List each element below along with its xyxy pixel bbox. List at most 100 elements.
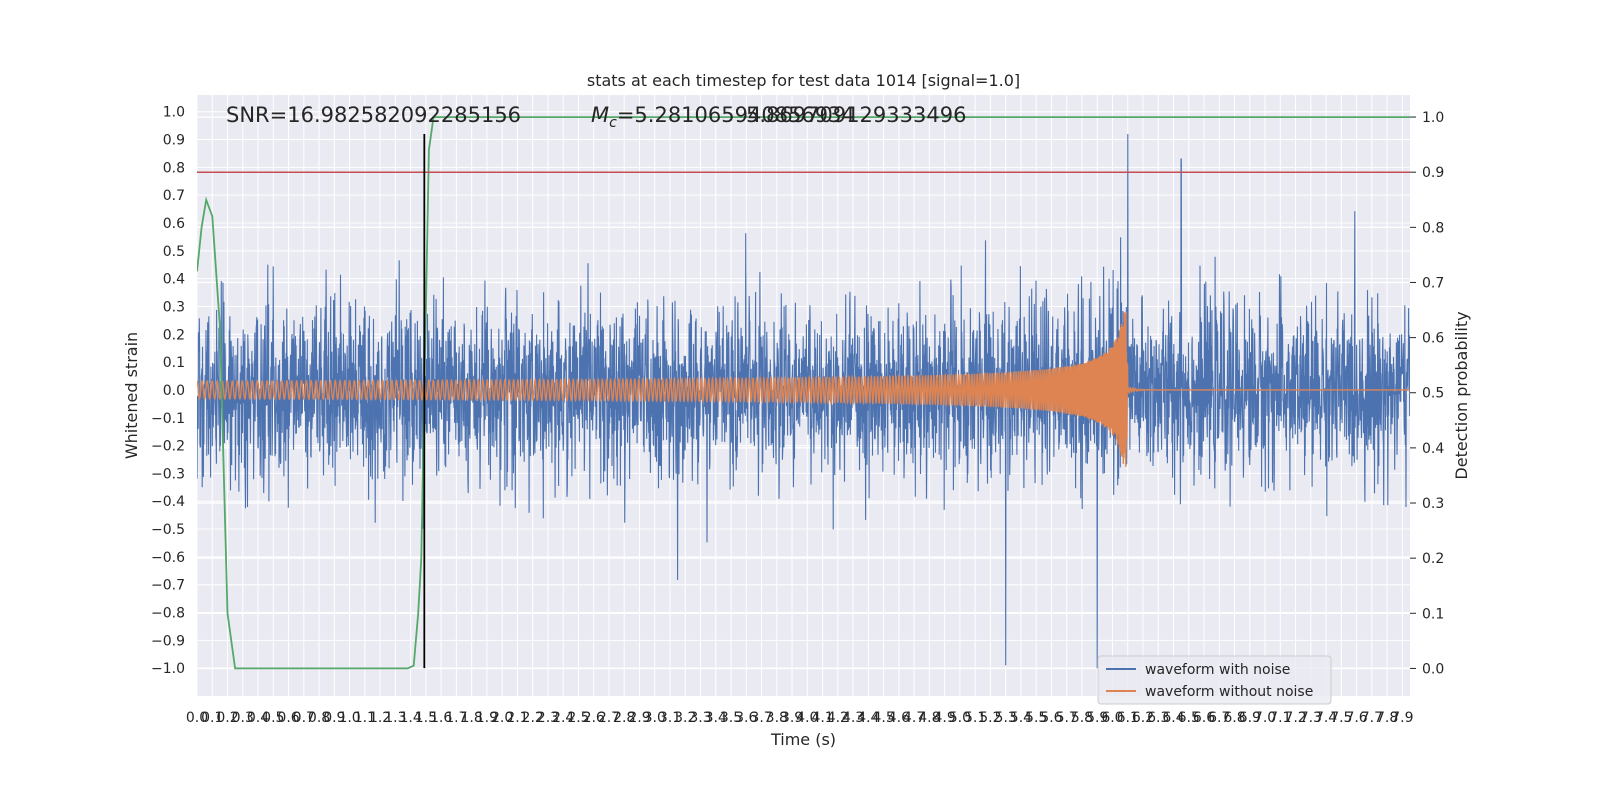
x-tick-label: 1.2 [369, 710, 391, 726]
x-tick-label: 6.7 [1208, 710, 1230, 726]
x-tick-label: 7.8 [1376, 710, 1398, 726]
x-tick-label: 2.1 [506, 710, 528, 726]
chirp-mass-subscript: c [609, 115, 617, 131]
x-tick-label: 1.1 [354, 710, 376, 726]
x-tick-label: 7.5 [1330, 710, 1352, 726]
x-tick-label: 2.2 [522, 710, 544, 726]
legend-box [1097, 655, 1332, 705]
x-tick-label: 4.2 [827, 710, 849, 726]
x-tick-label: 1.8 [461, 710, 483, 726]
y2-tick-label: 0.4 [1422, 441, 1444, 457]
x-tick-label: 3.1 [659, 710, 681, 726]
y-tick-label: −0.7 [151, 578, 185, 594]
y2-tick-label: 0.9 [1422, 165, 1444, 181]
x-tick-label: 7.7 [1361, 710, 1383, 726]
legend-entry-noise: waveform with noise [1145, 662, 1290, 678]
x-tick-label: 6.6 [1193, 710, 1215, 726]
y2-axis-label: Detection probability [1452, 311, 1471, 479]
x-tick-label: 4.4 [857, 710, 879, 726]
x-tick-label: 0.1 [201, 710, 223, 726]
x-tick-label: 3.6 [735, 710, 757, 726]
x-tick-label: 7.1 [1269, 710, 1291, 726]
x-tick-label: 5.8 [1071, 710, 1093, 726]
x-tick-label: 1.0 [338, 710, 360, 726]
x-tick-label: 6.1 [1117, 710, 1139, 726]
x-tick-label: 3.3 [689, 710, 711, 726]
x-tick-label: 2.7 [598, 710, 620, 726]
chirp-mass-symbol: M [591, 103, 609, 127]
x-tick-label: 2.5 [567, 710, 589, 726]
x-tick-label: 5.2 [979, 710, 1001, 726]
y2-tick-label: 0.1 [1422, 606, 1444, 622]
y2-tick-label: 0.8 [1422, 220, 1444, 236]
x-tick-label: 3.8 [766, 710, 788, 726]
x-tick-label: 4.5 [872, 710, 894, 726]
x-tick-label: 2.4 [552, 710, 574, 726]
x-axis-label: Time (s) [770, 730, 836, 749]
y-tick-label: 0.3 [163, 299, 185, 315]
x-tick-label: 5.0 [949, 710, 971, 726]
x-tick-label: 0.5 [262, 710, 284, 726]
y-tick-label: 0.5 [163, 244, 185, 260]
chirp-mass-annotation: Mc=5.281065940856934 [591, 103, 855, 131]
x-tick-label: 6.8 [1223, 710, 1245, 726]
x-tick-label: 7.4 [1315, 710, 1337, 726]
x-tick-label: 6.4 [1162, 710, 1184, 726]
x-tick-label: 2.0 [491, 710, 513, 726]
x-tick-label: 4.9 [934, 710, 956, 726]
x-tick-label: 3.9 [781, 710, 803, 726]
y-tick-label: 0.0 [163, 383, 185, 399]
x-tick-label: 2.8 [613, 710, 635, 726]
x-tick-label: 0.8 [308, 710, 330, 726]
y-tick-label: 0.9 [163, 133, 185, 149]
x-tick-label: 7.6 [1345, 710, 1367, 726]
x-tick-label: 0.4 [247, 710, 269, 726]
x-tick-label: 0.7 [293, 710, 315, 726]
y-tick-label: 1.0 [163, 105, 185, 121]
y2-tick-label: 0.2 [1422, 551, 1444, 567]
x-tick-label: 3.7 [750, 710, 772, 726]
x-tick-label: 1.3 [384, 710, 406, 726]
y2-axis-ticks: 0.0 0.1 0.2 0.3 0.4 0.5 0.6 0.7 0.8 0.9 1.0 [1410, 110, 1444, 677]
x-tick-label: 1.9 [476, 710, 498, 726]
x-tick-label: 3.4 [705, 710, 727, 726]
x-tick-label: 1.6 [430, 710, 452, 726]
y-tick-label: 0.8 [163, 160, 185, 176]
x-tick-label: 5.5 [1025, 710, 1047, 726]
x-tick-label: 6.0 [1101, 710, 1123, 726]
y-tick-label: 0.4 [163, 272, 185, 288]
series-waveform-without-noise [197, 312, 1410, 467]
x-tick-label: 7.2 [1284, 710, 1306, 726]
x-tick-label: 7.0 [1254, 710, 1276, 726]
y-tick-label: −0.4 [151, 494, 185, 510]
x-tick-label: 5.1 [964, 710, 986, 726]
x-tick-label: 6.5 [1178, 710, 1200, 726]
chart-title: stats at each timestep for test data 101… [587, 71, 1020, 90]
y2-tick-label: 0.0 [1422, 661, 1444, 677]
x-tick-label: 6.2 [1132, 710, 1154, 726]
y-tick-label: 0.7 [163, 188, 185, 204]
y2-tick-label: 0.3 [1422, 496, 1444, 512]
y-tick-label: −0.3 [151, 466, 185, 482]
y-tick-label: −0.1 [151, 411, 185, 427]
plot-series [197, 116, 1410, 670]
x-tick-label: 2.9 [628, 710, 650, 726]
x-tick-label: 4.0 [796, 710, 818, 726]
x-tick-label: 0.2 [216, 710, 238, 726]
x-tick-label: 5.4 [1010, 710, 1032, 726]
x-tick-label: 0.9 [323, 710, 345, 726]
series-detection-probability [197, 116, 1410, 670]
y-axis-ticks: −1.0 −0.9 −0.8 −0.7 −0.6 −0.5 −0.4 −0.3 −0.2 −0.1… [151, 105, 185, 677]
y2-tick-label: 0.7 [1422, 275, 1444, 291]
x-tick-label: 5.6 [1040, 710, 1062, 726]
snr-annotation: SNR=16.982582092285156 [226, 103, 521, 127]
x-tick-label: 3.0 [644, 710, 666, 726]
x-tick-label: 1.7 [445, 710, 467, 726]
overlapping-annotation: 5.869709129333496 [746, 103, 966, 127]
x-tick-label: 7.9 [1391, 710, 1413, 726]
y-tick-label: 0.2 [163, 327, 185, 343]
x-tick-label: 2.6 [583, 710, 605, 726]
y-tick-label: −0.5 [151, 522, 185, 538]
x-tick-label: 5.3 [995, 710, 1017, 726]
